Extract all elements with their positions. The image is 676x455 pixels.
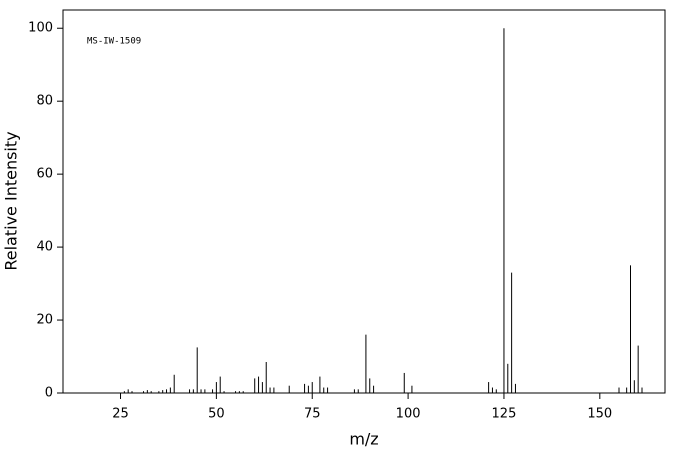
x-tick-label: 50	[208, 407, 225, 422]
y-tick-label: 0	[45, 386, 53, 401]
x-tick-label: 100	[396, 407, 421, 422]
y-axis-label: Relative Intensity	[2, 131, 21, 270]
x-tick-label: 150	[587, 407, 612, 422]
x-tick-label: 125	[492, 407, 517, 422]
plot-frame	[62, 9, 666, 394]
y-tick-label: 60	[36, 167, 53, 182]
x-tick-label: 75	[304, 407, 321, 422]
y-tick-label: 20	[36, 313, 53, 328]
y-tick-label: 100	[28, 21, 53, 36]
x-axis-label: m/z	[349, 430, 378, 449]
annotation: MS-IW-1509	[87, 37, 141, 47]
y-tick-label: 40	[36, 240, 53, 255]
y-tick-label: 80	[36, 94, 53, 109]
x-tick-label: 25	[112, 407, 129, 422]
